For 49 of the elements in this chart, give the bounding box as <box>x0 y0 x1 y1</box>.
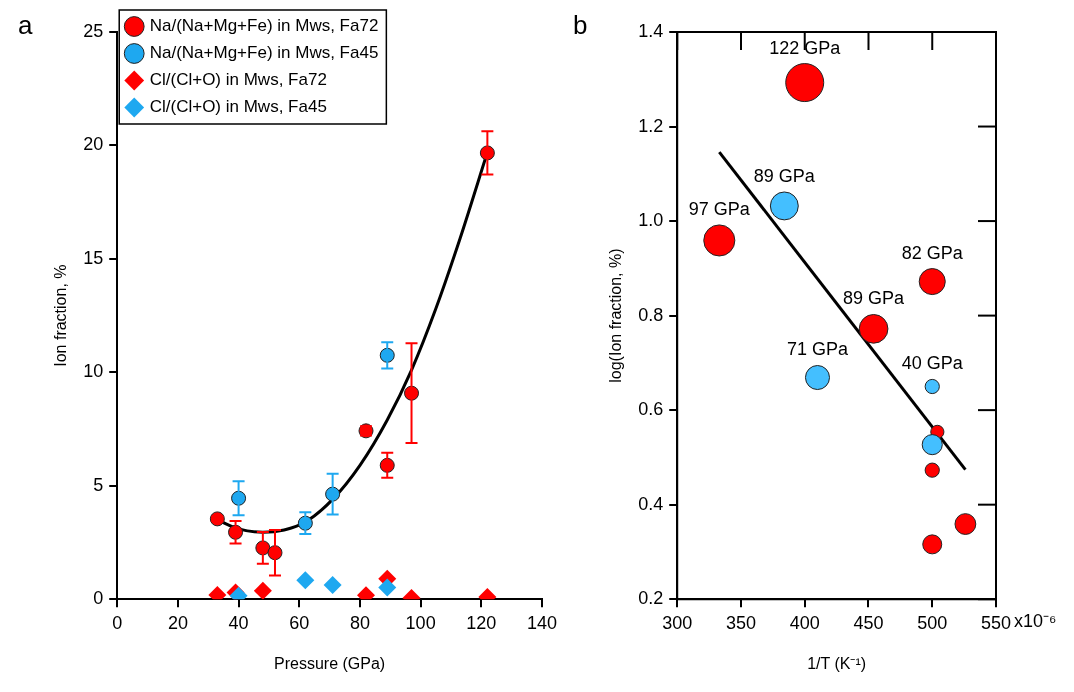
y-tick-label: 1.4 <box>638 20 664 41</box>
text: b <box>573 10 588 41</box>
x-tick-label: 400 <box>789 612 820 633</box>
point <box>296 571 315 590</box>
y-axis-title: log(Ion fraction, %) <box>607 248 625 383</box>
annotation: 97 GPa <box>688 198 751 219</box>
x-tick-label: 120 <box>466 612 497 633</box>
annotation: 40 GPa <box>901 353 964 374</box>
text: x10⁻⁶ <box>1014 611 1057 632</box>
annotation: 122 GPa <box>769 37 842 58</box>
point <box>378 578 397 597</box>
y-tick-label: 1.2 <box>638 115 664 136</box>
x-tick-label: 550 <box>980 612 1012 633</box>
legend-label: Cl/(Cl+O) in Mws, Fa72 <box>149 70 327 90</box>
x-tick-label: 80 <box>349 612 370 633</box>
text: a <box>18 10 33 41</box>
y-tick-label: 0 <box>93 588 104 609</box>
y-tick-label: 1.0 <box>638 210 664 231</box>
x-tick-label: 20 <box>167 612 188 633</box>
y-tick-label: 0.6 <box>638 399 664 420</box>
y-tick-label: 15 <box>83 247 104 268</box>
legend-label: Na/(Na+Mg+Fe) in Mws, Fa72 <box>149 16 379 36</box>
y-tick-label: 0.4 <box>638 493 664 514</box>
point <box>323 575 342 594</box>
annotation: 71 GPa <box>786 339 849 360</box>
x-tick-label: 40 <box>228 612 249 633</box>
x-axis-title: 1/T (K⁻¹) <box>807 654 867 672</box>
x-tick-label: 140 <box>526 612 558 633</box>
y-tick-label: 20 <box>83 134 104 155</box>
annotation: 82 GPa <box>901 242 964 263</box>
point <box>253 581 272 600</box>
y-tick-label: 25 <box>83 20 104 41</box>
y-tick-label: 10 <box>83 361 104 382</box>
legend-label: Na/(Na+Mg+Fe) in Mws, Fa45 <box>149 43 379 63</box>
x-tick-label: 350 <box>725 612 756 633</box>
x-axis-title: Pressure (GPa) <box>274 654 386 672</box>
x-tick-label: 450 <box>853 612 884 633</box>
y-tick-label: 0.2 <box>638 588 664 609</box>
x-tick-label: 60 <box>289 612 310 633</box>
annotation: 89 GPa <box>753 165 816 186</box>
x-tick-label: 0 <box>112 612 123 633</box>
annotation: 89 GPa <box>843 288 906 309</box>
legend-label: Cl/(Cl+O) in Mws, Fa45 <box>149 97 327 117</box>
y-axis-title: Ion fraction, % <box>52 264 70 367</box>
x-tick-label: 500 <box>917 612 948 633</box>
x-tick-label: 300 <box>662 612 693 633</box>
y-tick-label: 0.8 <box>638 304 664 325</box>
y-tick-label: 5 <box>93 474 104 495</box>
x-tick-label: 100 <box>405 612 436 633</box>
